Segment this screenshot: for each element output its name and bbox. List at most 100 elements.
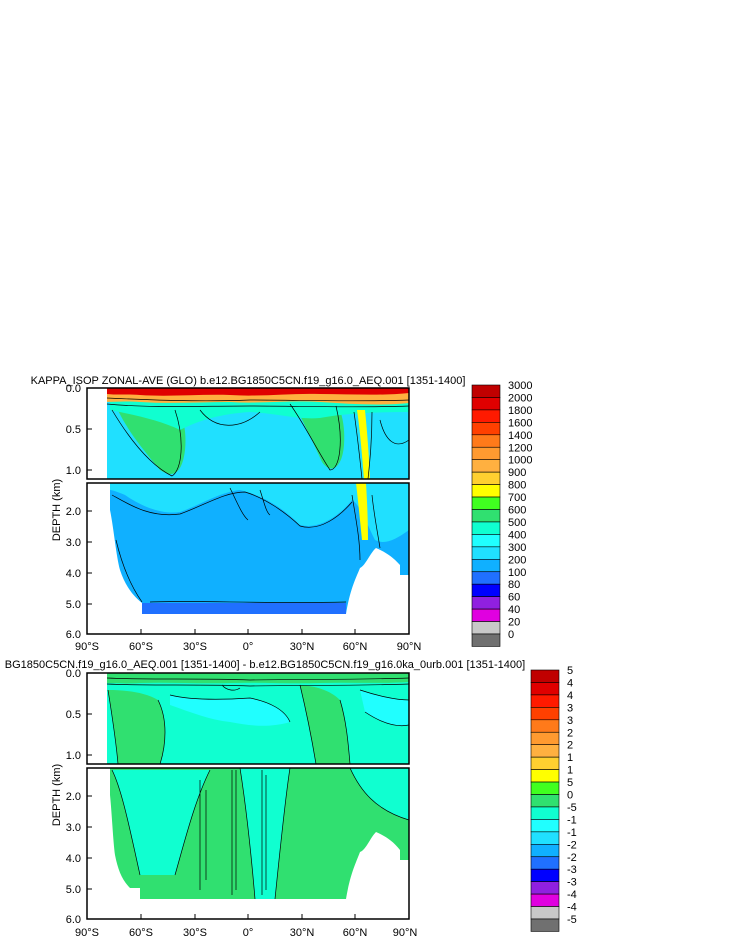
colorbar-label: 2 <box>567 740 573 752</box>
panel-2-yticks-lower: 2.0 3.0 4.0 5.0 6.0 <box>66 791 81 926</box>
panel-1-xtick: 0° <box>243 641 254 653</box>
panel-2-tickmarks <box>87 672 356 919</box>
panel-2-lower-cyan-north <box>350 768 409 820</box>
colorbar-swatch <box>471 409 501 423</box>
colorbar-label: -5 <box>567 802 577 814</box>
colorbar-label: 700 <box>508 492 526 504</box>
panel-1-tickmarks <box>87 387 356 634</box>
panel-2-ytick-upper: 0.5 <box>66 709 81 721</box>
colorbar-swatch <box>530 819 560 833</box>
colorbar-swatch <box>471 534 501 548</box>
panel-1-lower-cyan <box>110 483 409 542</box>
panel-1-xtick: 90°S <box>75 641 99 653</box>
panel-2-xtick: 90°N <box>393 927 418 939</box>
colorbar-swatch <box>471 571 501 585</box>
colorbar-swatch <box>471 446 501 460</box>
colorbar-label: 200 <box>508 554 526 566</box>
panel-1-xtick: 60°N <box>343 641 368 653</box>
colorbar-swatch <box>471 596 501 610</box>
panel-2-ylabel: DEPTH (km) <box>51 764 63 826</box>
colorbar-label: 3 <box>567 715 573 727</box>
colorbar-swatch <box>530 707 560 721</box>
colorbar-label: 5 <box>567 665 573 677</box>
panel-1-ytick-lower: 5.0 <box>66 599 81 611</box>
colorbar-label: 1 <box>567 752 573 764</box>
colorbar-label: -3 <box>567 877 577 889</box>
colorbar-swatch <box>530 694 560 708</box>
panel-1-ytick-lower: 2.0 <box>66 506 81 518</box>
colorbar-swatch <box>471 459 501 473</box>
colorbar-swatch <box>530 794 560 808</box>
panel-1-lower-blue-floor <box>142 603 346 614</box>
panel-1-ytick-upper: 1.0 <box>66 465 81 477</box>
colorbar-label: 20 <box>508 617 520 629</box>
panel-1-yticks-upper: 0.0 0.5 1.0 <box>66 383 81 477</box>
panel-2-ytick-lower: 4.0 <box>66 853 81 865</box>
panel-1-yticks-lower: 2.0 3.0 4.0 5.0 6.0 <box>66 506 81 641</box>
panel-2-upper-green-south <box>108 690 165 764</box>
colorbar-swatch <box>471 471 501 485</box>
colorbar-swatch <box>471 496 501 510</box>
colorbar-label: 40 <box>508 604 520 616</box>
colorbar-label: -5 <box>567 914 577 926</box>
panel-2-yticks-upper: 0.0 0.5 1.0 <box>66 668 81 762</box>
colorbar-label: 5 <box>567 777 573 789</box>
colorbar-label: 4 <box>567 690 573 702</box>
panel-1-ytick-lower: 4.0 <box>66 568 81 580</box>
panel-2-lower-cyan-south <box>112 770 210 875</box>
colorbar-swatch <box>530 731 560 745</box>
panel-2-upper-contours <box>106 677 409 764</box>
panel-1-tickmark-lines <box>87 387 356 634</box>
colorbar-swatch <box>530 918 560 932</box>
panel-2-xtick: 0° <box>243 927 254 939</box>
colorbar-swatch <box>471 521 501 535</box>
colorbar-swatch <box>530 831 560 845</box>
panel-2-upper-top-band <box>107 673 409 684</box>
colorbar-swatch <box>471 546 501 560</box>
colorbar-swatch <box>471 621 501 635</box>
colorbar-label: 1800 <box>508 405 532 417</box>
colorbar-label: 60 <box>508 592 520 604</box>
colorbar-swatch <box>471 558 501 573</box>
panel-2-lower-field <box>110 768 409 900</box>
colorbar-label: 500 <box>508 517 526 529</box>
colorbar-swatch <box>530 719 560 733</box>
panel-1-colorbar: 3000200018001600140012001000900800700600… <box>471 380 532 647</box>
panel-1-xtick: 30°N <box>290 641 315 653</box>
panel-1-ytick-lower: 3.0 <box>66 537 81 549</box>
panel-1-xtick: 60°S <box>129 641 153 653</box>
panel-2: BG1850C5CN.f19_g16.0_AEQ.001 [1351-1400]… <box>5 659 577 939</box>
colorbar-label: -1 <box>567 814 577 826</box>
colorbar-label: -4 <box>567 889 577 901</box>
colorbar-swatch <box>471 484 501 498</box>
panel-2-tickmark-lines <box>87 672 356 919</box>
colorbar-label: 2 <box>567 727 573 739</box>
colorbar-label: 300 <box>508 542 526 554</box>
panel-1-upper-contours <box>106 397 409 479</box>
panel-2-lower-cyan-mid <box>240 768 290 899</box>
colorbar-label: 1 <box>567 765 573 777</box>
colorbar-swatch <box>530 769 560 783</box>
colorbar-swatch <box>471 434 501 448</box>
colorbar-label: -2 <box>567 839 577 851</box>
colorbar-swatch <box>530 669 560 683</box>
panel-1-xtick: 30°S <box>183 641 207 653</box>
colorbar-label: -1 <box>567 827 577 839</box>
colorbar-swatch <box>530 881 560 895</box>
panel-1-lower-contours <box>111 487 381 603</box>
colorbar-swatch <box>471 608 501 622</box>
colorbar-swatch <box>471 583 501 597</box>
panel-2-upper-field <box>106 673 409 764</box>
panel-2-ytick-lower: 3.0 <box>66 822 81 834</box>
panel-2-upper-frame <box>86 672 410 765</box>
colorbar-label: 400 <box>508 529 526 541</box>
panel-1-upper-field <box>106 388 409 479</box>
colorbar-label: 4 <box>567 677 573 689</box>
colorbar-label: 1600 <box>508 417 532 429</box>
colorbar-label: 1200 <box>508 442 532 454</box>
colorbar-swatch <box>530 906 560 920</box>
colorbar-label: 600 <box>508 505 526 517</box>
colorbar-swatch <box>471 633 501 647</box>
panel-1-xticks: 90°S 60°S 30°S 0° 30°N 60°N 90°N <box>75 641 421 653</box>
